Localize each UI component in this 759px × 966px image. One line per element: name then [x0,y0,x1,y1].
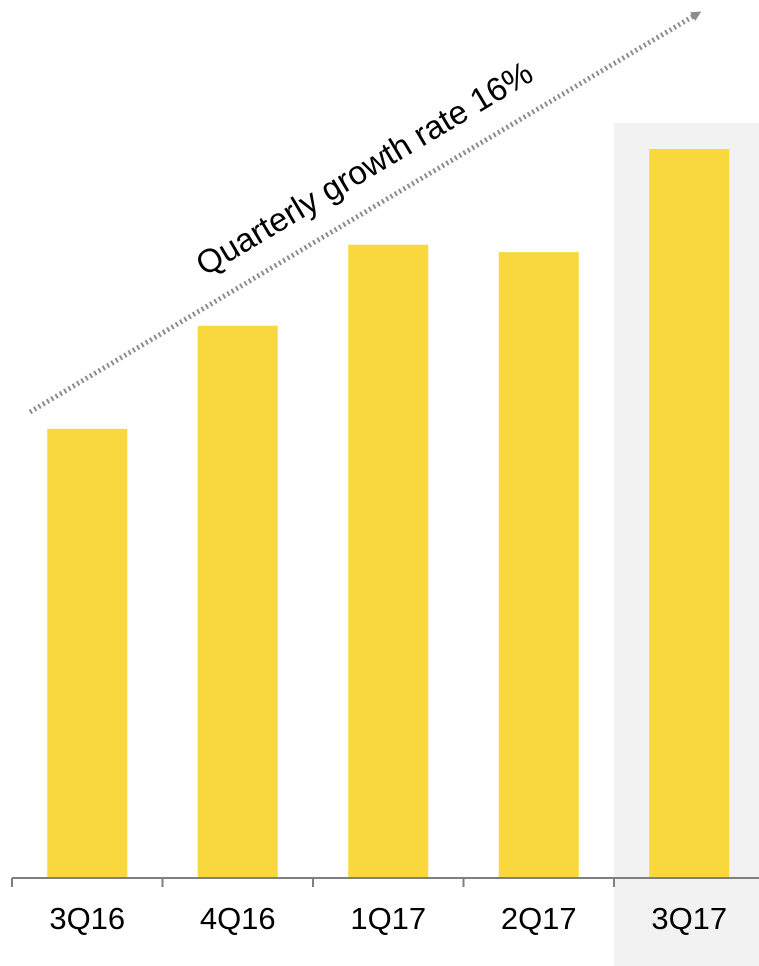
bar-1q17 [348,244,429,878]
x-tick-labels: 3Q16 4Q16 1Q17 2Q17 3Q17 [49,901,727,936]
x-tick-label: 2Q17 [501,901,577,936]
bar-4q16 [197,325,278,878]
x-tick-label: 3Q16 [49,901,125,936]
bar-3q17 [649,149,730,878]
x-ticks [11,878,615,887]
bar-2q17 [498,252,579,878]
x-tick-label: 3Q17 [651,901,727,936]
x-tick-label: 1Q17 [350,901,426,936]
x-tick-label: 4Q16 [200,901,276,936]
bar-3q16 [47,428,128,878]
bars-layer [47,149,730,878]
